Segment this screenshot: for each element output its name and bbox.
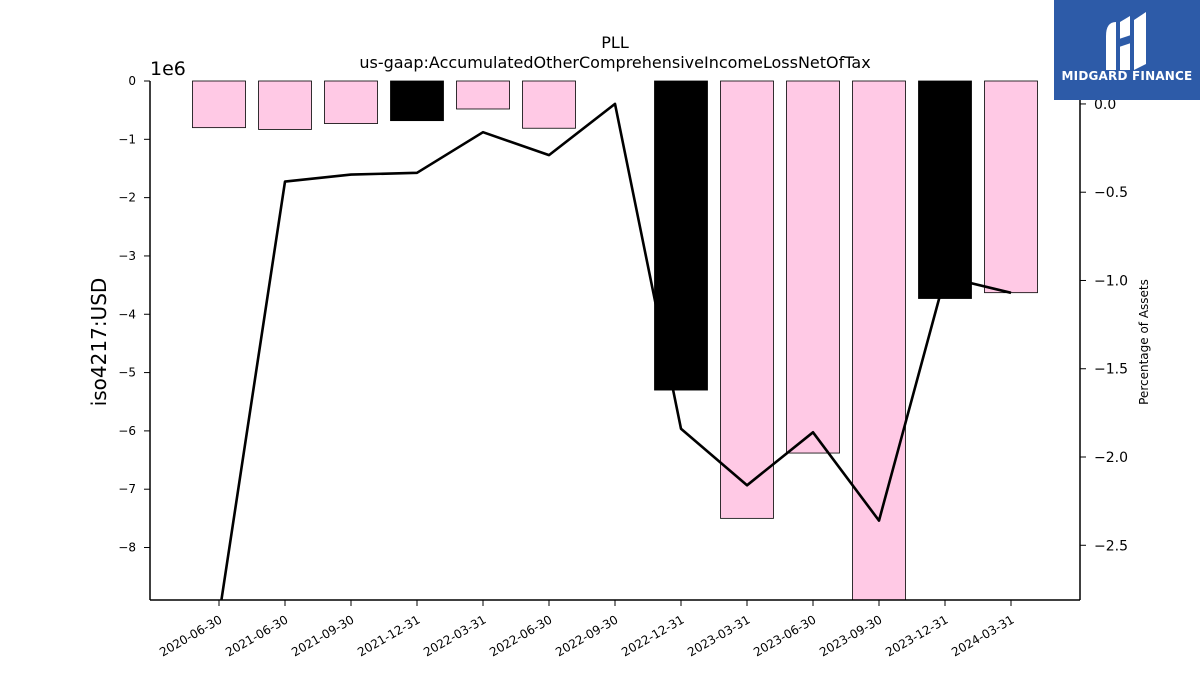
chart-subtitle: us-gaap:AccumulatedOtherComprehensiveInc…	[359, 53, 870, 72]
chart-title: PLL	[601, 33, 629, 52]
bar	[918, 80, 972, 299]
y-tick-label: −8	[118, 541, 136, 555]
line-group	[217, 102, 1012, 617]
brand-logo: MIDGARD FINANCE	[1054, 0, 1200, 100]
y2-tick-label: −1.0	[1094, 273, 1128, 289]
y-tick-label: −7	[118, 482, 136, 496]
bar	[390, 80, 444, 122]
axes-group: 0 −1 −2 −3 −4 −5 −6 −7 −8 0.0 −0.5 −1.0 −1.5 −2.0 −2.5…	[118, 74, 1128, 675]
bar	[258, 80, 312, 130]
y-offset-label: 1e6	[150, 58, 186, 80]
bar	[324, 80, 378, 124]
y2-tick-label: −1.5	[1094, 362, 1128, 378]
bottom-mask	[150, 600, 1080, 675]
y-tick-label: −3	[118, 249, 136, 263]
y2-tick-label: −2.0	[1094, 450, 1128, 466]
y-tick-label: −5	[118, 366, 136, 380]
y2-axis-label: Percentage of Assets	[1137, 279, 1151, 405]
y-tick-label: −6	[118, 424, 136, 438]
y-axis-label: iso4217:USD	[87, 278, 111, 407]
bar	[984, 80, 1038, 294]
y-tick-label: −2	[118, 191, 136, 205]
line-series	[217, 102, 1012, 617]
bar	[852, 80, 906, 601]
bar	[456, 80, 510, 110]
y-tick-label: −1	[118, 132, 136, 146]
y2-tick-label: 0.0	[1094, 97, 1116, 113]
y2-tick-label: −2.5	[1094, 538, 1128, 554]
y2-tick-label: −0.5	[1094, 185, 1128, 201]
y-tick-label: 0	[128, 74, 136, 88]
bar-group	[192, 80, 1038, 601]
y-tick-label: −4	[118, 307, 136, 321]
bar	[720, 80, 774, 519]
bar	[522, 80, 576, 129]
bar	[192, 80, 246, 129]
logo-text: MIDGARD FINANCE	[1061, 69, 1193, 83]
logo-mark-icon	[1106, 12, 1146, 70]
bar	[786, 80, 840, 454]
